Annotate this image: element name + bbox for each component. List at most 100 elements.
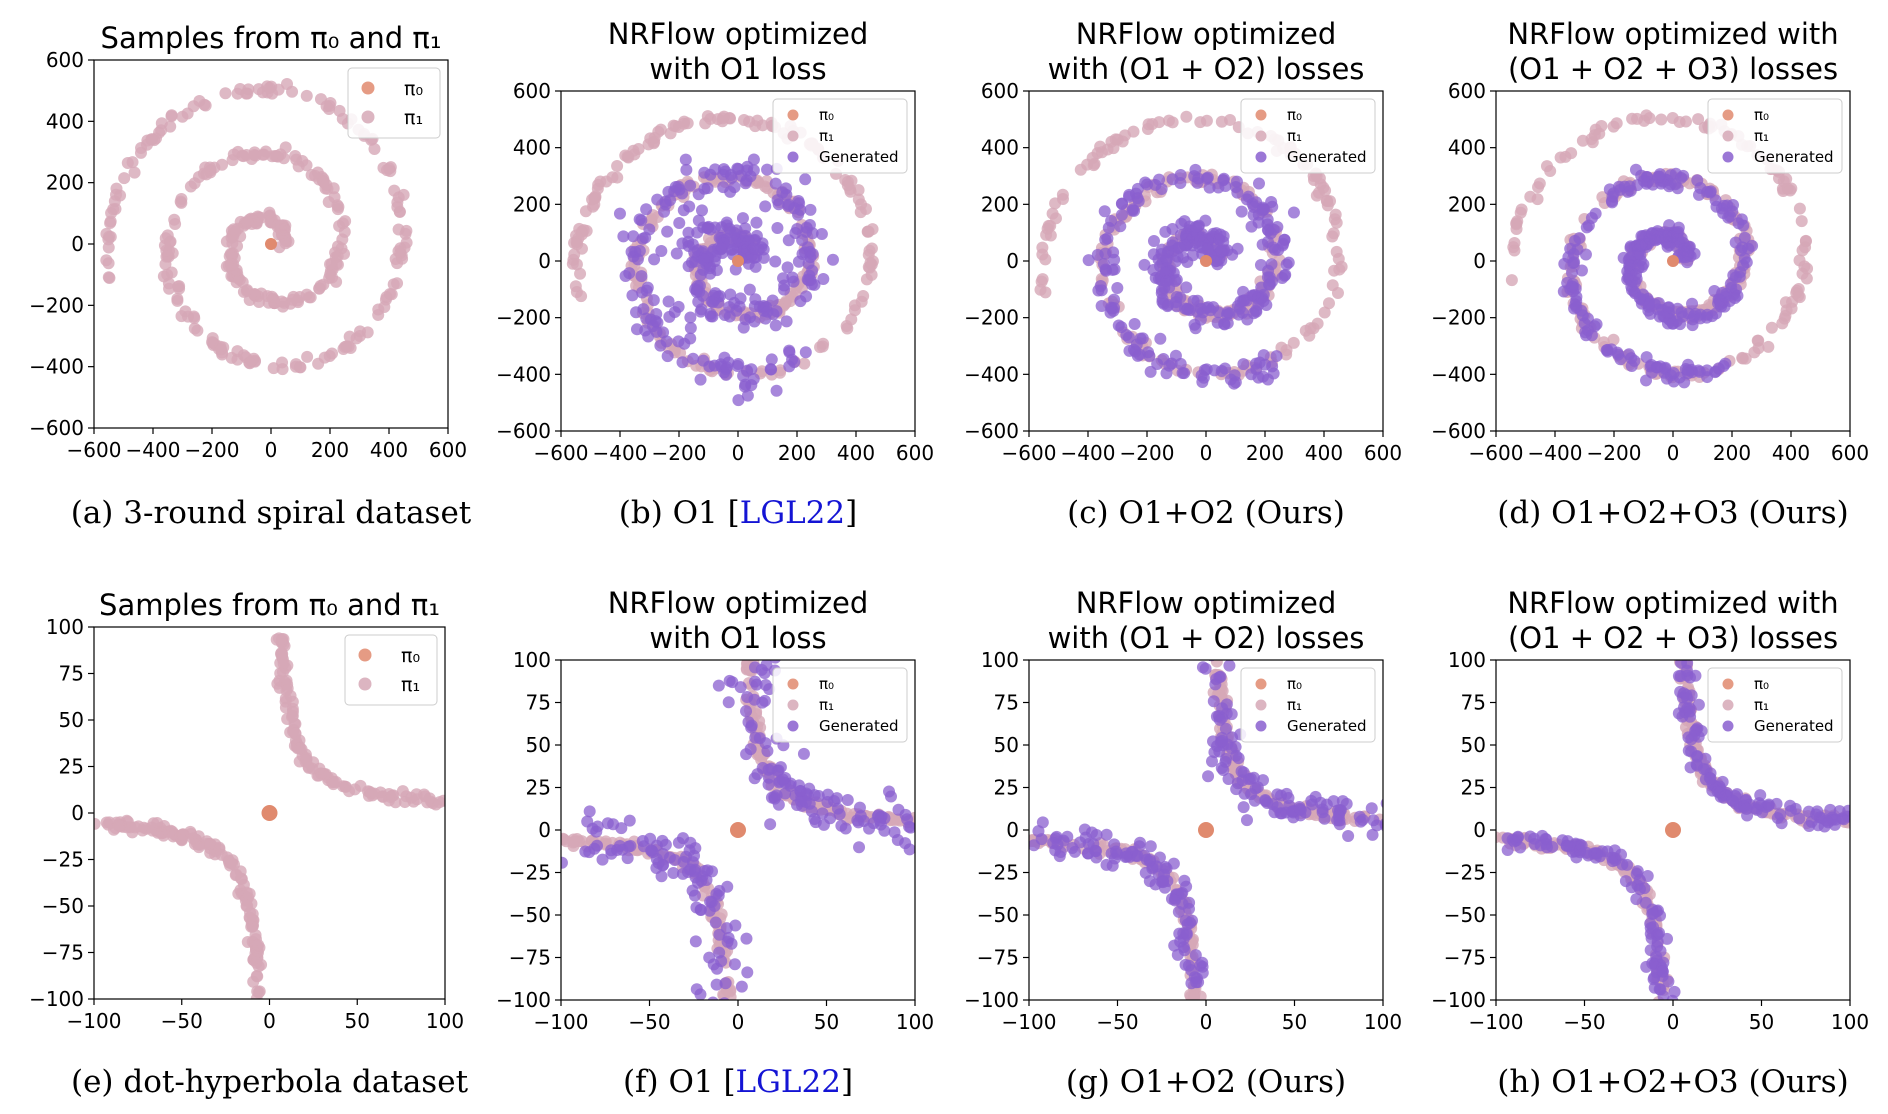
citation-link[interactable]: LGL22 [736, 1064, 841, 1100]
generated-point [1661, 240, 1674, 253]
generated-point [776, 773, 789, 786]
pi1-point [365, 787, 378, 800]
generated-point [1032, 825, 1045, 838]
generated-point [799, 795, 812, 808]
x-tick-label: 0 [1200, 1010, 1213, 1034]
legend-label: π₁ [819, 696, 834, 714]
generated-point [1262, 264, 1275, 277]
pi1-point [410, 788, 423, 801]
generated-point [1123, 188, 1136, 201]
generated-point [1047, 836, 1060, 849]
generated-point [871, 810, 884, 823]
y-tick-label: −600 [1431, 419, 1486, 443]
generated-point [1105, 214, 1118, 227]
pi1-point [226, 154, 239, 167]
generated-point [707, 996, 719, 1000]
generated-point [748, 315, 761, 328]
pi1-point [291, 294, 304, 307]
generated-point [1144, 365, 1157, 378]
generated-point [717, 181, 730, 194]
legend-marker [787, 130, 799, 142]
generated-point [627, 230, 640, 243]
generated-point [788, 355, 801, 368]
generated-point [1082, 254, 1095, 267]
generated-point [1225, 742, 1238, 755]
plot-title: NRFlow optimized [1076, 586, 1337, 620]
generated-point [1270, 350, 1283, 363]
y-tick-label: −50 [42, 894, 84, 918]
pi1-point [1780, 173, 1793, 186]
generated-point [1245, 220, 1258, 233]
generated-point [839, 822, 852, 835]
pi1-point [162, 825, 175, 838]
generated-point [1201, 171, 1214, 184]
generated-point [726, 243, 739, 256]
generated-point [1107, 246, 1120, 259]
generated-point [682, 239, 695, 252]
x-tick-label: −50 [1563, 1010, 1605, 1034]
generated-point [1189, 220, 1202, 233]
generated-point [1735, 213, 1748, 226]
plot-title: with O1 loss [649, 52, 826, 86]
generated-point [1686, 297, 1699, 310]
x-tick-label: 100 [896, 1010, 934, 1034]
generated-point [613, 207, 626, 220]
pi1-point [165, 110, 178, 123]
generated-point [769, 255, 782, 268]
generated-point [1612, 180, 1625, 193]
generated-point [1711, 785, 1724, 798]
legend-label: π₀ [1754, 106, 1769, 124]
pi1-point [1303, 329, 1316, 342]
generated-point [1100, 828, 1113, 841]
x-tick-label: −50 [161, 1009, 203, 1033]
legend-marker [1722, 678, 1734, 690]
generated-point [1178, 874, 1191, 887]
y-tick-label: 0 [538, 249, 551, 273]
generated-point [1282, 791, 1295, 804]
pi1-point [1319, 184, 1332, 197]
legend-label: Generated [1754, 148, 1834, 166]
generated-point [1652, 170, 1665, 183]
generated-point [1178, 215, 1191, 228]
generated-point [1191, 294, 1204, 307]
pi1-point [1785, 302, 1798, 315]
scatter-points [1029, 660, 1383, 1000]
generated-point [689, 935, 702, 948]
generated-point [812, 790, 825, 803]
legend-marker [1722, 109, 1734, 121]
citation-link[interactable]: LGL22 [740, 495, 845, 531]
y-tick-label: −100 [496, 988, 551, 1012]
y-tick-label: −200 [1431, 306, 1486, 330]
generated-point [1213, 745, 1226, 758]
x-tick-label: −400 [126, 438, 181, 462]
pi1-point [291, 742, 304, 755]
pi1-point [648, 131, 661, 144]
pi1-point [313, 282, 326, 295]
generated-point [741, 966, 754, 979]
generated-point [1824, 803, 1837, 816]
generated-point [1133, 348, 1146, 361]
pi1-point [378, 301, 391, 314]
generated-point [722, 931, 735, 944]
generated-point [1237, 285, 1250, 298]
generated-point [1287, 206, 1300, 219]
y-tick-label: 75 [1461, 691, 1486, 715]
generated-point [684, 179, 697, 192]
generated-point [684, 863, 697, 876]
pi1-point [257, 148, 270, 161]
x-tick-label: 400 [1305, 441, 1343, 465]
generated-point [1129, 849, 1142, 862]
generated-point [1641, 870, 1654, 883]
pi1-point [1765, 321, 1778, 334]
pi1-point [104, 230, 117, 243]
generated-point [1247, 307, 1260, 320]
pi1-point [231, 87, 244, 100]
generated-point [1234, 295, 1247, 308]
generated-point [697, 253, 710, 266]
generated-point [806, 247, 819, 260]
subfigure-caption: (d) O1+O2+O3 (Ours) [1497, 495, 1848, 531]
generated-point [637, 840, 650, 853]
generated-point [841, 794, 854, 807]
plot-title: NRFlow optimized [608, 586, 869, 620]
pi1-point [188, 312, 201, 325]
